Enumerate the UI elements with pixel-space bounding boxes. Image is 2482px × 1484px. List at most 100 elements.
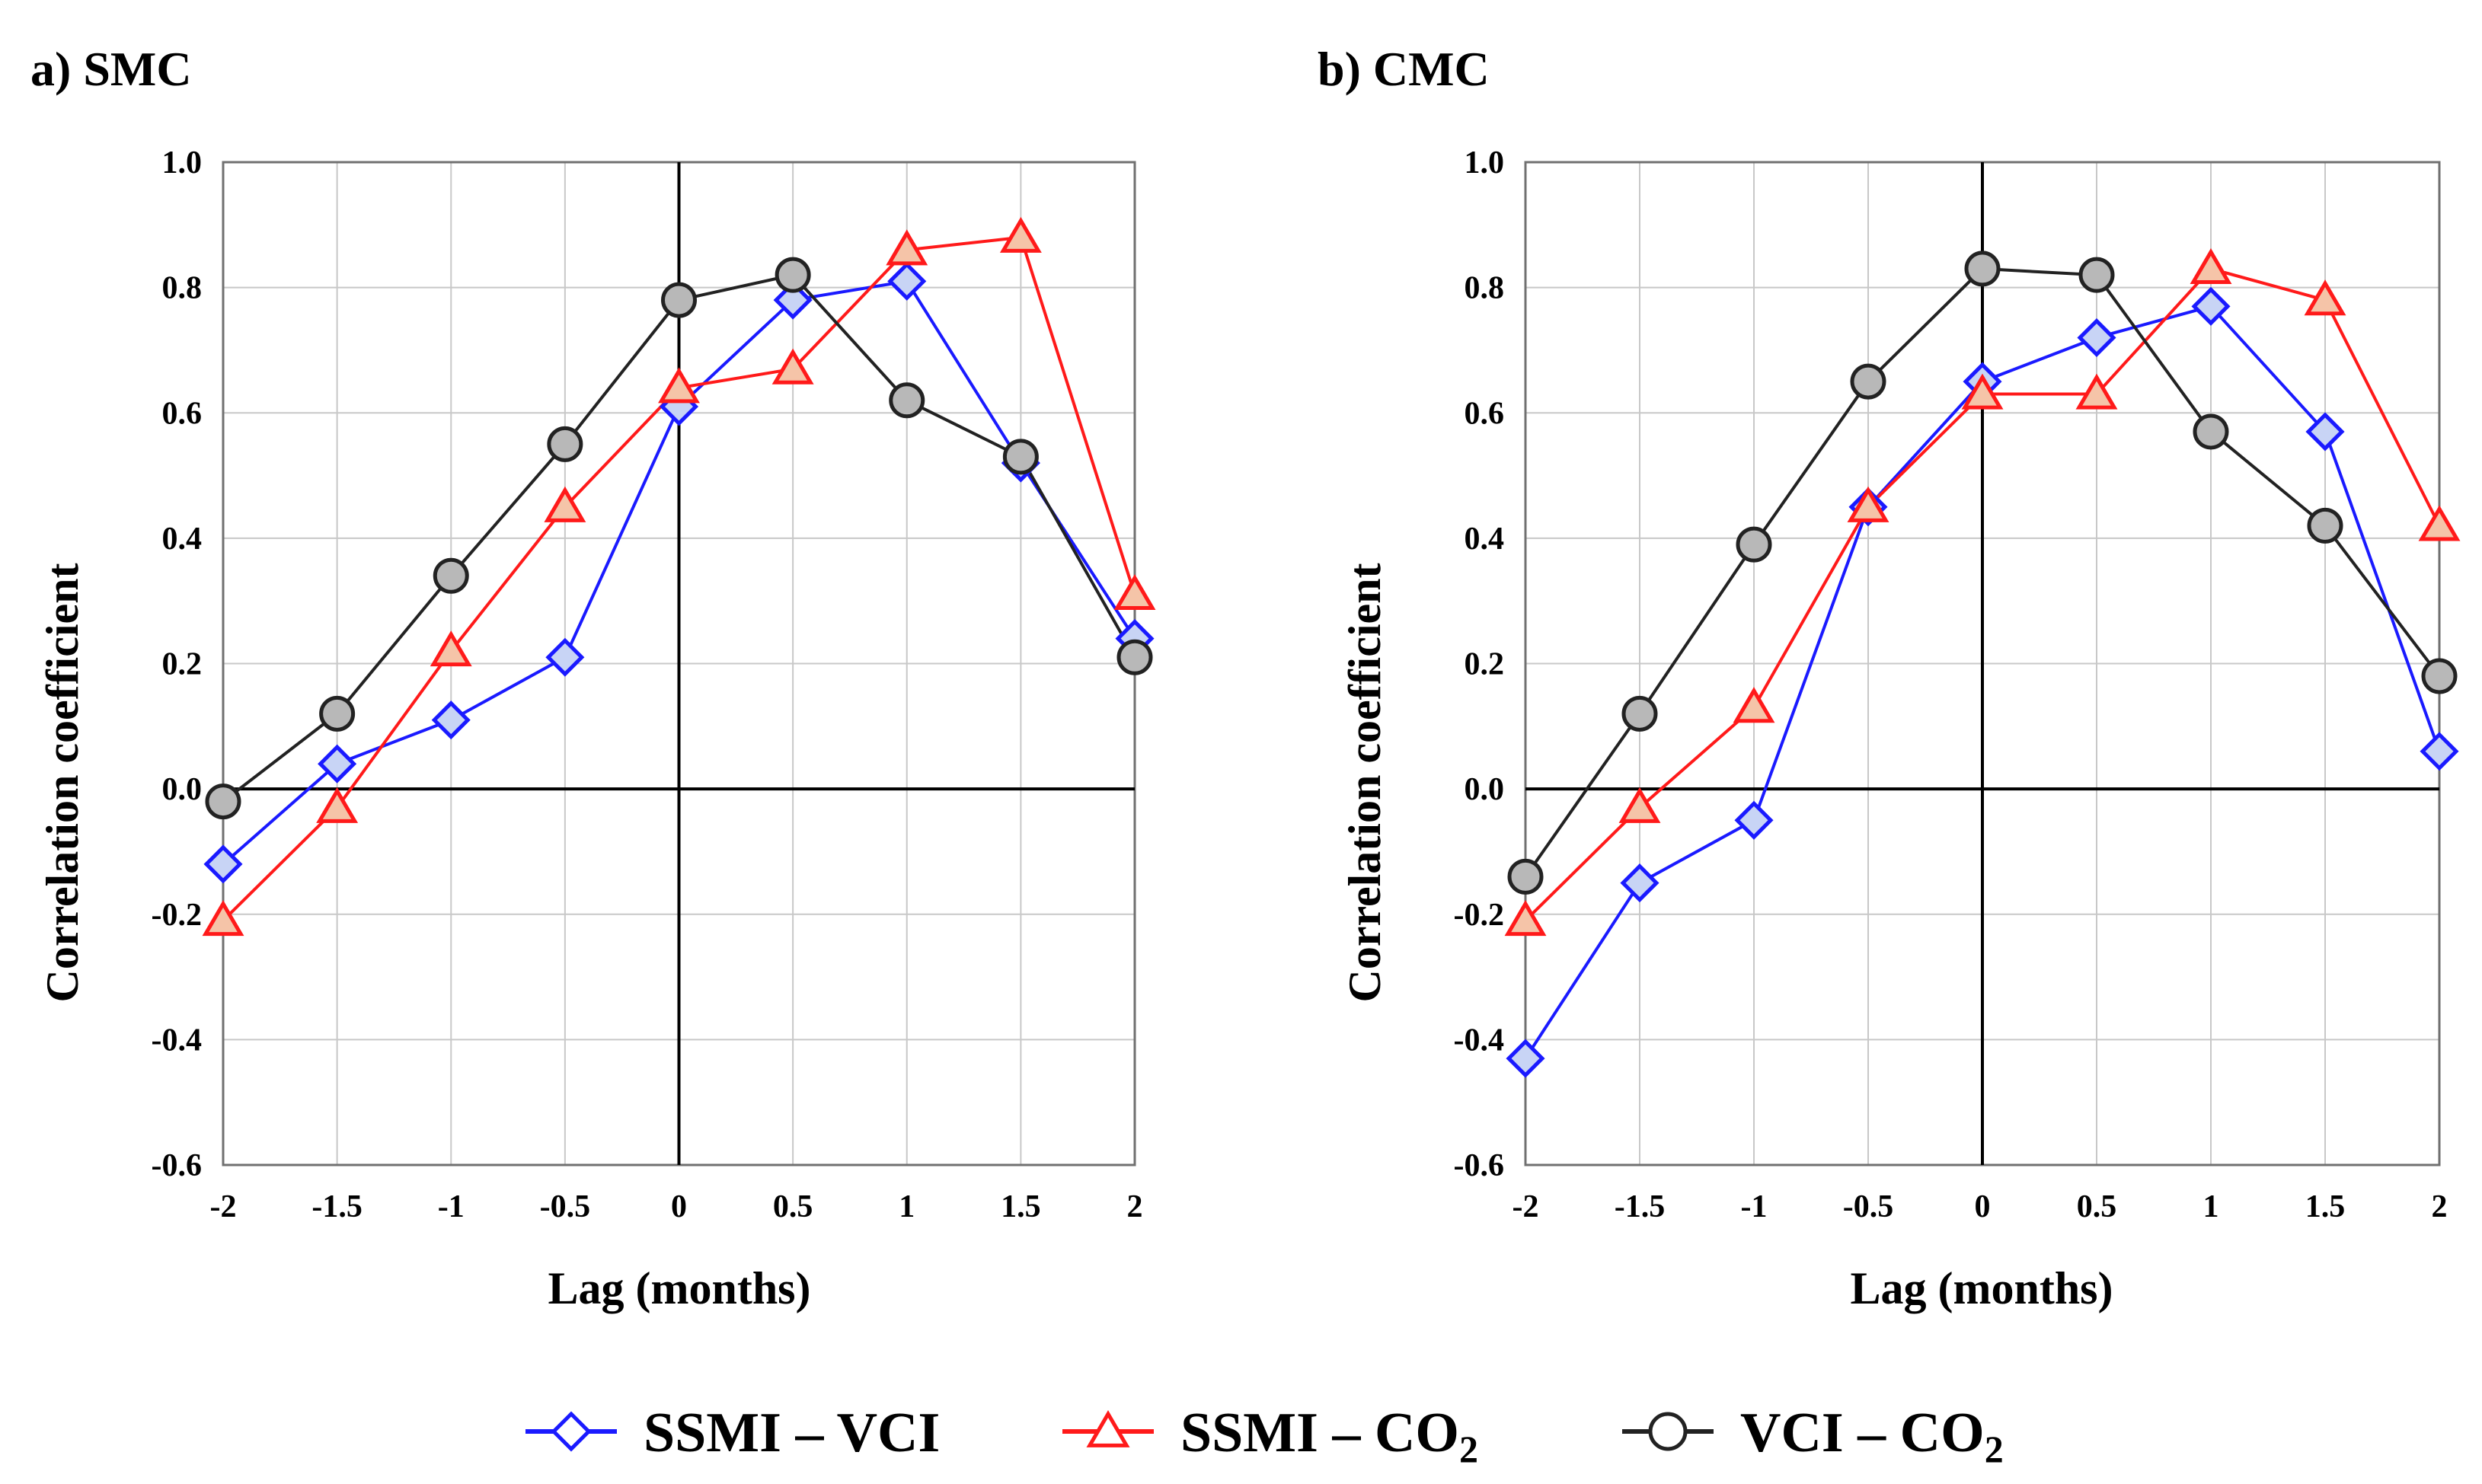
x-tick-label: -0.5	[1843, 1189, 1894, 1224]
x-tick-label: -0.5	[540, 1189, 591, 1224]
data-point-ssmi-vci	[431, 701, 471, 740]
data-point-ssmi-vci	[773, 280, 813, 320]
data-point-ssmi-co2	[544, 486, 586, 522]
data-point-vci-co2	[1116, 639, 1153, 675]
panel-title: a) SMC	[30, 42, 192, 96]
x-tick-label: 0.5	[773, 1189, 813, 1224]
data-point-ssmi-co2	[2304, 279, 2346, 316]
data-point-ssmi-vci	[887, 261, 927, 301]
x-tick-label: -1.5	[311, 1189, 363, 1224]
data-point-ssmi-co2	[2190, 247, 2232, 285]
data-point-ssmi-co2	[1618, 787, 1661, 823]
panel-smc: a) SMC 1.0 0.8 0.6 0.4 0.2 0.0 -0.2 -0.4 -0.6-2 -…	[30, 42, 1156, 1313]
data-point-ssmi-vci	[2305, 412, 2345, 452]
y-tick-label: -0.4	[1454, 1023, 1505, 1058]
y-axis-title: Correlation coefficient	[37, 563, 88, 1002]
data-point-ssmi-co2	[1504, 900, 1547, 937]
data-point-ssmi-vci	[2420, 732, 2459, 771]
data-point-vci-co2	[661, 282, 697, 318]
data-point-ssmi-co2	[771, 348, 814, 385]
legend-label: SSMI – VCI	[644, 1402, 940, 1464]
data-point-vci-co2	[2078, 257, 2115, 293]
x-tick-label: 0.5	[2077, 1189, 2117, 1224]
x-tick-label: 0	[671, 1189, 687, 1224]
data-point-ssmi-co2	[886, 229, 928, 266]
data-point-ssmi-vci	[1734, 800, 1774, 840]
legend: SSMI – VCI SSMI – CO2 VCI – CO2	[525, 1402, 2004, 1470]
y-tick-label: 0.4	[1465, 522, 1505, 557]
data-point-vci-co2	[205, 783, 241, 820]
data-point-ssmi-co2	[999, 216, 1042, 253]
data-point-vci-co2	[889, 382, 925, 419]
data-point-vci-co2	[547, 426, 583, 462]
y-tick-label: 0.6	[1465, 396, 1505, 431]
legend-label: SSMI – CO2	[1180, 1402, 1478, 1470]
legend-symbol	[1086, 1410, 1130, 1447]
x-tick-label: -1.5	[1615, 1189, 1666, 1224]
data-point-ssmi-co2	[1733, 687, 1775, 723]
x-tick-label: 1	[2203, 1189, 2219, 1224]
data-point-ssmi-vci	[1506, 1039, 1545, 1078]
x-tick-label: -1	[438, 1189, 465, 1224]
data-point-ssmi-vci	[2077, 318, 2116, 358]
y-tick-label: 0.6	[162, 396, 203, 431]
data-point-vci-co2	[1736, 526, 1772, 563]
data-point-vci-co2	[775, 257, 811, 293]
legend-label: VCI – CO2	[1740, 1402, 2004, 1470]
y-tick-label: 0.8	[1465, 271, 1505, 306]
legend-item-ssmi-vci: SSMI – VCI	[525, 1402, 940, 1464]
plot-area: 1.0 0.8 0.6 0.4 0.2 0.0 -0.2 -0.4 -0.6-2 -1.5 -1 -0…	[152, 145, 1156, 1224]
data-point-ssmi-vci	[2191, 286, 2231, 326]
data-point-vci-co2	[1621, 695, 1658, 732]
data-point-vci-co2	[1964, 251, 2001, 287]
x-axis-title: Lag (months)	[548, 1263, 810, 1313]
data-point-ssmi-vci	[545, 637, 585, 677]
y-tick-label: 0.0	[162, 772, 203, 807]
x-tick-label: 1.5	[1001, 1189, 1041, 1224]
data-point-vci-co2	[433, 557, 469, 594]
x-tick-label: 2	[1127, 1189, 1143, 1224]
y-tick-label: -0.2	[152, 898, 203, 933]
data-point-ssmi-vci	[318, 744, 357, 783]
data-point-ssmi-co2	[430, 630, 472, 667]
x-tick-label: -1	[1741, 1189, 1768, 1224]
legend-marker-triangle	[1062, 1410, 1154, 1447]
data-point-vci-co2	[2307, 507, 2343, 544]
legend-symbol	[1648, 1412, 1688, 1451]
data-point-ssmi-co2	[2418, 505, 2461, 541]
legend-item-vci-co2: VCI – CO2	[1622, 1402, 2004, 1470]
panel-cmc: b) CMC 1.0 0.8 0.6 0.4 0.2 0.0 -0.2 -0.4 -0.6-2 -…	[1318, 42, 2461, 1313]
x-tick-label: -2	[1513, 1189, 1539, 1224]
data-point-ssmi-co2	[1961, 373, 2004, 410]
y-tick-label: 0.2	[1465, 647, 1505, 682]
plot-area: 1.0 0.8 0.6 0.4 0.2 0.0 -0.2 -0.4 -0.6-2 -1.5 -1 -0…	[1454, 145, 2461, 1224]
y-tick-label: -0.2	[1454, 898, 1505, 933]
data-point-ssmi-co2	[316, 787, 359, 823]
y-tick-label: 0.0	[1465, 772, 1505, 807]
y-tick-label: 1.0	[162, 145, 203, 180]
data-point-vci-co2	[2421, 658, 2458, 694]
y-tick-label: 0.4	[162, 522, 203, 557]
legend-marker-circle	[1622, 1412, 1714, 1451]
x-tick-label: 1	[899, 1189, 915, 1224]
y-axis-title: Correlation coefficient	[1340, 563, 1390, 1002]
x-tick-label: 2	[2432, 1189, 2448, 1224]
y-tick-label: 0.8	[162, 271, 203, 306]
x-tick-label: 0	[1975, 1189, 1991, 1224]
y-tick-label: -0.6	[152, 1148, 203, 1183]
x-tick-label: 1.5	[2305, 1189, 2346, 1224]
y-tick-label: -0.6	[1454, 1148, 1505, 1183]
data-point-vci-co2	[2193, 413, 2229, 450]
data-point-ssmi-vci	[203, 844, 243, 884]
x-tick-label: -2	[210, 1189, 237, 1224]
data-point-ssmi-co2	[202, 900, 244, 937]
data-point-ssmi-co2	[1113, 573, 1156, 611]
x-axis-title: Lag (months)	[1850, 1263, 2113, 1313]
legend-marker-diamond	[525, 1411, 617, 1452]
panel-title: b) CMC	[1318, 42, 1490, 96]
data-point-vci-co2	[319, 695, 356, 732]
data-point-ssmi-co2	[1847, 486, 1889, 522]
y-tick-label: 0.2	[162, 647, 203, 682]
data-point-vci-co2	[1507, 858, 1544, 895]
